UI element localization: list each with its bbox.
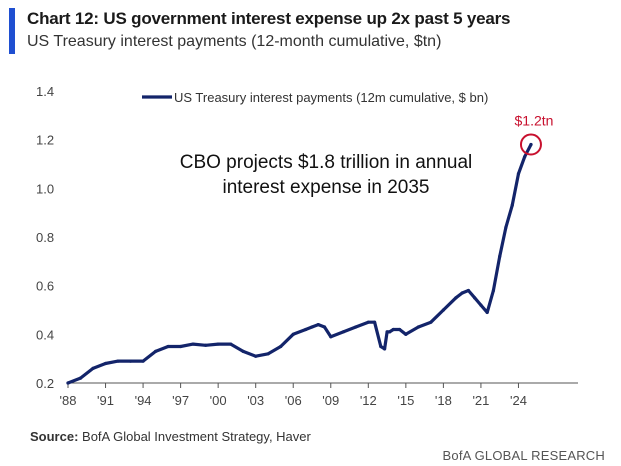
x-tick-label: '18 bbox=[435, 393, 452, 408]
callout: $1.2tn bbox=[515, 113, 554, 156]
data-point bbox=[310, 325, 314, 329]
x-tick-label: '03 bbox=[247, 393, 264, 408]
data-point bbox=[316, 323, 320, 327]
y-tick-label: 0.4 bbox=[36, 327, 54, 342]
data-point bbox=[523, 155, 527, 159]
data-point bbox=[91, 366, 95, 370]
x-tick-label: '94 bbox=[135, 393, 152, 408]
chart-title: Chart 12: US government interest expense… bbox=[27, 9, 511, 28]
data-point bbox=[216, 342, 220, 346]
data-point bbox=[479, 303, 483, 307]
data-point bbox=[382, 347, 387, 351]
y-tick-label: 1.0 bbox=[36, 181, 54, 196]
data-point bbox=[204, 343, 208, 347]
data-point bbox=[116, 359, 120, 363]
x-tick-label: '06 bbox=[285, 393, 302, 408]
data-point bbox=[391, 327, 395, 332]
callout-circle bbox=[519, 133, 542, 156]
data-point bbox=[385, 330, 389, 334]
data-point bbox=[103, 361, 108, 366]
y-tick-label: 0.6 bbox=[36, 279, 54, 294]
x-tick-label: '15 bbox=[397, 393, 414, 408]
data-point bbox=[304, 327, 308, 332]
x-tick-label: '91 bbox=[97, 393, 114, 408]
data-point bbox=[504, 225, 508, 229]
data-point bbox=[372, 320, 377, 324]
data-point bbox=[141, 359, 145, 363]
legend: US Treasury interest payments (12m cumul… bbox=[142, 90, 488, 105]
data-point bbox=[466, 288, 471, 293]
data-point bbox=[491, 288, 496, 293]
data-point bbox=[329, 335, 333, 339]
data-point bbox=[397, 327, 402, 332]
data-point bbox=[354, 325, 358, 329]
data-point bbox=[498, 254, 502, 259]
brand-footer: BofA GLOBAL RESEARCH bbox=[442, 448, 605, 463]
x-tick-label: '12 bbox=[360, 393, 377, 408]
cbo-projection-annotation: CBO projects $1.8 trillion in annual int… bbox=[179, 152, 473, 198]
data-point bbox=[454, 296, 458, 300]
data-point bbox=[404, 332, 408, 336]
data-point bbox=[366, 320, 370, 324]
data-point bbox=[485, 310, 489, 315]
data-point bbox=[66, 381, 70, 385]
x-axis: '88 '91 '94 '97 '00 '03 '06 '09 '12 '15 '18 '21 '24 bbox=[60, 382, 578, 408]
data-point bbox=[153, 349, 158, 353]
x-tick-label: '09 bbox=[322, 393, 339, 408]
legend-label: US Treasury interest payments (12m cumul… bbox=[174, 90, 488, 105]
data-point bbox=[379, 344, 383, 349]
data-point bbox=[473, 296, 477, 300]
title-accent-bar bbox=[9, 8, 15, 54]
data-point bbox=[179, 344, 183, 349]
data-point bbox=[510, 203, 514, 207]
source-label: Source: bbox=[30, 429, 79, 444]
data-point bbox=[441, 308, 445, 312]
data-point bbox=[529, 142, 533, 147]
data-point bbox=[341, 330, 345, 334]
data-point bbox=[241, 349, 245, 353]
data-point bbox=[416, 325, 420, 329]
x-tick-label: '97 bbox=[172, 393, 189, 408]
data-point bbox=[387, 330, 392, 334]
data-point bbox=[460, 291, 464, 295]
y-axis-ticks: 0.2 0.4 0.6 0.8 1.0 1.2 1.4 bbox=[36, 84, 54, 391]
data-point bbox=[191, 342, 195, 346]
x-tick-label: '24 bbox=[510, 393, 527, 408]
data-point bbox=[254, 354, 258, 358]
y-tick-label: 0.2 bbox=[36, 376, 54, 391]
y-tick-label: 0.8 bbox=[36, 230, 54, 245]
data-point bbox=[266, 352, 270, 356]
data-point bbox=[429, 320, 433, 324]
data-point bbox=[279, 344, 283, 349]
y-tick-label: 1.4 bbox=[36, 84, 54, 99]
chart-subtitle: US Treasury interest payments (12-month … bbox=[27, 33, 442, 50]
data-point bbox=[166, 344, 170, 349]
x-tick-label: '88 bbox=[60, 393, 77, 408]
data-point bbox=[128, 359, 133, 363]
data-point bbox=[229, 342, 233, 346]
data-point bbox=[516, 172, 521, 176]
data-point bbox=[322, 325, 327, 329]
source-text: BofA Global Investment Strategy, Haver bbox=[82, 429, 311, 444]
x-tick-label: '21 bbox=[472, 393, 489, 408]
x-tick-label: '00 bbox=[210, 393, 227, 408]
data-point bbox=[291, 332, 295, 336]
source-note: Source: BofA Global Investment Strategy,… bbox=[30, 429, 311, 444]
data-point bbox=[78, 376, 83, 380]
callout-label: $1.2tn bbox=[515, 113, 554, 129]
y-tick-label: 1.2 bbox=[36, 133, 54, 148]
series-line-group bbox=[66, 142, 533, 385]
